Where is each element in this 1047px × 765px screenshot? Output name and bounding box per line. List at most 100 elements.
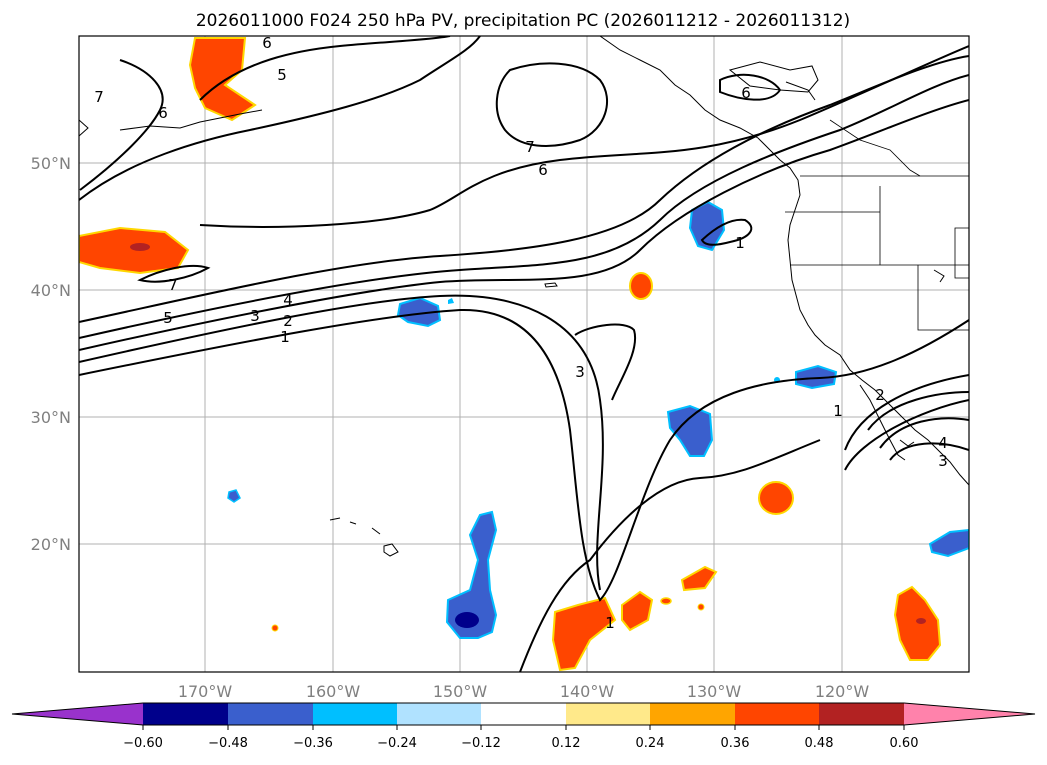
colorbar-segment-6 bbox=[566, 703, 650, 725]
precip-area-neg-small-2 bbox=[448, 298, 454, 304]
precip-area-neg-small-1 bbox=[227, 489, 241, 503]
latitude-labels: 50°N 40°N 30°N 20°N bbox=[31, 154, 71, 554]
pv-contour-1-low bbox=[844, 374, 969, 451]
colorbar-tick-labels: −0.60 −0.48 −0.36 −0.24 −0.12 0.12 0.24 … bbox=[123, 736, 918, 751]
colorbar-label-9: 0.48 bbox=[805, 736, 834, 751]
pv-contour-2 bbox=[79, 294, 604, 591]
precip-area-mexico-coast bbox=[893, 585, 942, 661]
precip-area-alaska-gulf bbox=[188, 37, 257, 122]
pv-contour-7-nw bbox=[79, 59, 164, 191]
colorbar-segment-2 bbox=[228, 703, 313, 725]
pv-label-4-low: 4 bbox=[938, 434, 948, 452]
colorbar-label-1: −0.60 bbox=[123, 736, 163, 751]
lon-label-130w: 130°W bbox=[687, 682, 742, 701]
precip-area-south-2 bbox=[621, 590, 654, 632]
pv-contour-6-mid bbox=[199, 45, 969, 228]
colorbar: −0.60 −0.48 −0.36 −0.24 −0.12 0.12 0.24 … bbox=[11, 702, 1036, 751]
precip-core-neg-hawaii-east bbox=[455, 612, 479, 628]
colorbar-label-2: −0.48 bbox=[208, 736, 248, 751]
precip-area-south-5 bbox=[697, 603, 705, 611]
colorbar-label-5: −0.12 bbox=[461, 736, 501, 751]
pv-label-1: 1 bbox=[280, 328, 290, 346]
pv-contour-4 bbox=[79, 74, 969, 339]
pv-label-5: 5 bbox=[163, 309, 173, 327]
coastline-details bbox=[899, 269, 945, 447]
political-borders bbox=[785, 119, 969, 331]
lat-label-20n: 20°N bbox=[31, 535, 71, 554]
colorbar-segment-3 bbox=[313, 703, 397, 725]
pv-label-4: 4 bbox=[283, 291, 293, 309]
pv-contour-7-mid bbox=[495, 62, 609, 147]
pv-contour-3-low bbox=[867, 391, 969, 431]
pv-label-6-top: 6 bbox=[262, 34, 272, 52]
gridlines bbox=[79, 36, 969, 672]
colorbar-label-3: −0.36 bbox=[293, 736, 333, 751]
lon-label-120w: 120°W bbox=[815, 682, 870, 701]
lon-label-150w: 150°W bbox=[433, 682, 488, 701]
colorbar-label-8: 0.36 bbox=[721, 736, 750, 751]
precip-negative-areas bbox=[227, 200, 969, 639]
pv-label-6-nw: 6 bbox=[158, 104, 168, 122]
precip-area-neg-mid bbox=[666, 404, 714, 457]
pv-label-1-south: 1 bbox=[605, 614, 615, 632]
coastline-lake bbox=[785, 81, 816, 101]
pv-contour-5-north bbox=[199, 36, 451, 101]
precip-area-baja-west bbox=[758, 481, 794, 515]
colorbar-ticks bbox=[142, 725, 905, 730]
precip-area-south-4 bbox=[660, 597, 672, 605]
precip-area-neg-mexico bbox=[928, 528, 969, 558]
colorbar-label-6: 0.12 bbox=[552, 736, 581, 751]
precip-area-neg-calif bbox=[795, 364, 838, 390]
border-alaska-canada bbox=[829, 119, 921, 177]
map-title: 2026011000 F024 250 hPa PV, precipitatio… bbox=[196, 11, 850, 31]
pv-label-3-low: 3 bbox=[938, 452, 948, 470]
coastline-north-america bbox=[599, 36, 969, 486]
lon-label-170w: 170°W bbox=[178, 682, 233, 701]
lon-label-140w: 140°W bbox=[560, 682, 615, 701]
precip-area-neg-oregon bbox=[688, 200, 726, 252]
colorbar-segment-9 bbox=[819, 703, 904, 725]
coastline-alaska-island bbox=[728, 61, 819, 93]
colorbar-segment-4 bbox=[397, 703, 481, 725]
pv-contour-7-west bbox=[137, 264, 211, 283]
pv-contours bbox=[79, 36, 969, 672]
pv-contour-5 bbox=[79, 55, 969, 323]
colorbar-extend-min bbox=[12, 703, 143, 725]
precip-positive-areas bbox=[79, 37, 942, 672]
precip-area-small bbox=[271, 624, 279, 632]
pv-label-7-nw: 7 bbox=[94, 88, 104, 106]
pv-label-2-low: 2 bbox=[875, 386, 885, 404]
precip-area-neg-hawaii-east bbox=[445, 510, 498, 639]
coastline-baja bbox=[859, 384, 906, 461]
pv-label-5-top: 5 bbox=[277, 66, 287, 84]
colorbar-label-7: 0.24 bbox=[636, 736, 665, 751]
pv-contour-1-oregon bbox=[700, 218, 753, 246]
pv-label-1-oregon: 1 bbox=[735, 234, 745, 252]
colorbar-segment-7 bbox=[650, 703, 735, 725]
precip-area-central bbox=[629, 272, 653, 300]
pv-contour-6-north bbox=[79, 36, 481, 201]
pv-label-3: 3 bbox=[250, 307, 260, 325]
colorbar-segment-5 bbox=[481, 703, 566, 725]
pv-contour-3 bbox=[79, 99, 969, 351]
colorbar-extend-max bbox=[904, 703, 1035, 725]
lon-label-160w: 160°W bbox=[306, 682, 361, 701]
map-frame bbox=[78, 35, 970, 673]
hawaiian-islands bbox=[329, 517, 399, 557]
colorbar-label-4: −0.24 bbox=[377, 736, 417, 751]
lat-label-50n: 50°N bbox=[31, 154, 71, 173]
colorbar-segment-8 bbox=[735, 703, 819, 725]
map-content: 7 6 6 5 7 6 6 7 5 3 4 2 1 1 3 1 1 2 4 3 bbox=[79, 34, 969, 672]
small-island bbox=[544, 282, 558, 288]
pv-contour-1-south bbox=[519, 439, 821, 672]
state-borders bbox=[785, 186, 969, 331]
pv-contour-2-low bbox=[844, 399, 969, 471]
pv-label-6-ne: 6 bbox=[741, 84, 751, 102]
lat-label-40n: 40°N bbox=[31, 281, 71, 300]
pv-contour-4-low bbox=[879, 417, 969, 449]
pv-contour-1 bbox=[79, 308, 969, 602]
pv-label-2: 2 bbox=[283, 312, 293, 330]
pv-label-7-west: 7 bbox=[168, 276, 178, 294]
pv-contour-5-low bbox=[889, 442, 969, 461]
